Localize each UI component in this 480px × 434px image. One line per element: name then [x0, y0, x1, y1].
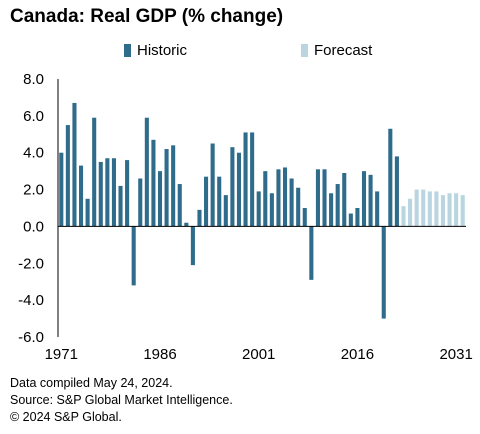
chart-legend: Historic Forecast [0, 42, 480, 62]
historic-bar-2008 [302, 208, 307, 227]
x-tick-label-2001: 2001 [242, 346, 275, 363]
historic-bar-1972 [65, 125, 70, 227]
forecast-bar-2024 [408, 198, 413, 227]
chart-title: Canada: Real GDP (% change) [10, 6, 284, 27]
historic-bar-1983 [138, 178, 143, 227]
historic-bar-2002 [263, 171, 268, 227]
historic-bar-1975 [85, 198, 90, 227]
forecast-bar-2028 [434, 191, 439, 227]
forecast-bar-2029 [440, 195, 446, 227]
y-tick-label--2_0: -2.0 [18, 255, 44, 272]
forecast-bar-2030 [447, 193, 452, 227]
note-source: Source: S&P Global Market Intelligence. [10, 393, 233, 407]
x-tick-label-2031: 2031 [439, 346, 472, 363]
historic-bar-1985 [151, 139, 156, 227]
historic-bar-1986 [157, 171, 163, 227]
historic-bar-1995 [217, 176, 222, 227]
historic-bar-1993 [204, 176, 209, 227]
historic-bar-2018 [368, 174, 373, 227]
historic-bar-2007 [296, 187, 301, 227]
historic-bar-1994 [210, 143, 215, 227]
historic-bar-1982 [131, 226, 136, 286]
historic-bar-1973 [72, 102, 77, 227]
x-tick-label-1971: 1971 [45, 346, 78, 363]
historic-bar-1997 [230, 147, 235, 227]
historic-bar-2015 [348, 213, 353, 227]
legend-label-forecast: Forecast [314, 42, 373, 59]
historic-bar-2010 [315, 169, 320, 227]
y-tick-label--4_0: -4.0 [18, 292, 44, 309]
historic-bar-1990 [184, 222, 189, 227]
historic-bar-1984 [144, 117, 149, 227]
note-data-compiled: Data compiled May 24, 2024. [10, 376, 173, 390]
y-tick-label-6_0: 6.0 [23, 108, 44, 125]
historic-bar-1977 [98, 161, 103, 227]
historic-bar-2016 [355, 208, 360, 227]
y-tick-label-2_0: 2.0 [23, 182, 44, 199]
historic-bar-2001 [256, 191, 261, 227]
historic-bar-1976 [92, 117, 97, 227]
historic-bar-1979 [111, 158, 116, 227]
historic-bar-2011 [322, 169, 327, 227]
x-tick-label-1986: 1986 [143, 346, 176, 363]
historic-bar-2021 [388, 128, 393, 227]
historic-bar-1978 [105, 158, 110, 227]
historic-bar-2017 [361, 171, 367, 227]
historic-bar-2006 [289, 178, 294, 227]
historic-bar-1996 [223, 195, 228, 227]
y-tick-label-8_0: 8.0 [23, 71, 44, 88]
y-tick-label-0_0: 0.0 [23, 218, 44, 235]
historic-bar-1971 [59, 152, 64, 227]
historic-bar-2003 [269, 193, 274, 227]
forecast-bar-2026 [421, 189, 426, 227]
forecast-bar-2025 [414, 189, 419, 227]
historic-bar-1987 [164, 149, 169, 227]
forecast-bar-2027 [427, 191, 432, 227]
historic-bar-2004 [276, 169, 281, 227]
historic-bar-2020 [381, 226, 386, 319]
legend-label-historic: Historic [137, 42, 188, 59]
y-tick-label--6_0: -6.0 [18, 329, 44, 346]
historic-bar-2000 [250, 132, 255, 227]
historic-bar-1999 [243, 132, 248, 227]
historic-bar-2022 [394, 156, 399, 227]
y-tick-label-4_0: 4.0 [23, 145, 44, 162]
note-copyright: © 2024 S&P Global. [10, 410, 122, 424]
legend-swatch-forecast [301, 44, 308, 57]
chart-notes: Data compiled May 24, 2024. Source: S&P … [10, 375, 233, 426]
forecast-bar-2031 [454, 193, 459, 227]
historic-bar-1980 [118, 185, 123, 227]
forecast-bar-2032 [460, 195, 465, 227]
forecast-bar-2023 [401, 206, 406, 227]
legend-item-forecast: Forecast [301, 42, 372, 59]
historic-bar-2013 [335, 184, 340, 227]
x-tick-label-2016: 2016 [341, 346, 374, 363]
historic-bar-2019 [375, 191, 380, 227]
historic-bar-1981 [125, 160, 130, 227]
legend-item-historic: Historic [124, 42, 187, 59]
legend-swatch-historic [124, 44, 131, 57]
historic-bar-1998 [236, 152, 242, 227]
historic-bar-1989 [177, 184, 182, 227]
historic-bar-1988 [171, 145, 176, 227]
historic-bar-1992 [197, 209, 202, 227]
historic-bar-2005 [282, 167, 288, 227]
historic-bar-1974 [78, 165, 84, 227]
historic-bar-1991 [190, 226, 195, 266]
historic-bar-2014 [342, 172, 347, 227]
historic-bar-2012 [329, 193, 334, 227]
historic-bar-2009 [309, 226, 314, 280]
